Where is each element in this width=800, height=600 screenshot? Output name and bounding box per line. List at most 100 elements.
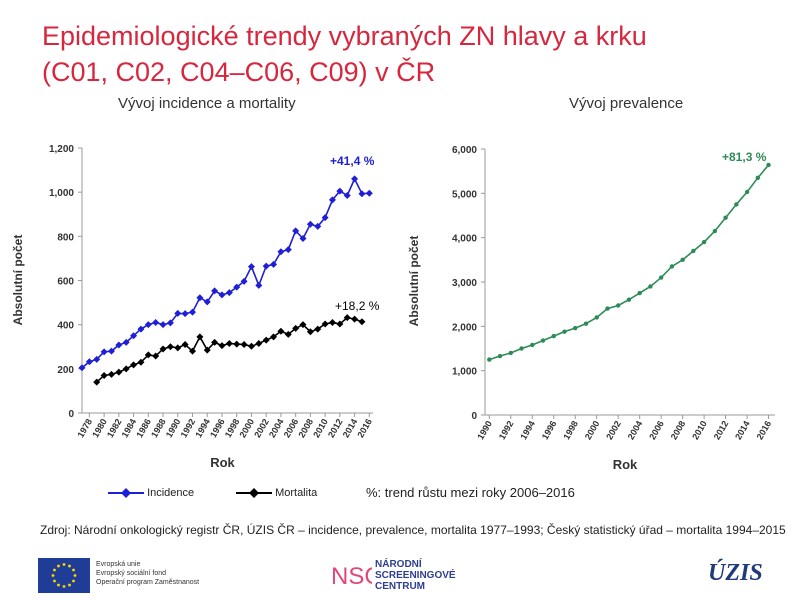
data-point (196, 333, 204, 341)
y-tick-label: 1,000 (452, 367, 477, 378)
data-point (152, 352, 160, 360)
data-point (137, 358, 145, 366)
y-tick-label: 200 (57, 365, 74, 376)
data-point (189, 347, 197, 355)
legend-incidence-swatch (108, 488, 144, 499)
data-point (174, 309, 182, 317)
data-point (669, 264, 675, 269)
data-point (233, 340, 241, 348)
data-point (306, 328, 314, 336)
series-annotation: +81,3 % (722, 150, 767, 164)
eu-star (53, 568, 56, 572)
data-point (292, 324, 300, 332)
y-tick-label: 6,000 (452, 145, 477, 156)
eu-line: Operační program Zaměstnanost (96, 579, 200, 586)
y-axis-label: Absolutní počet (407, 236, 421, 327)
data-point (240, 277, 248, 285)
legend-mortality-swatch (236, 488, 272, 499)
data-point (166, 343, 174, 351)
eu-text: Evropská unie Evropský sociální fond Ope… (96, 560, 199, 587)
data-point (540, 338, 546, 343)
data-point (122, 338, 130, 346)
data-point (691, 248, 696, 254)
data-point (122, 365, 130, 373)
data-point (78, 364, 86, 372)
data-point (211, 287, 219, 295)
data-point (358, 190, 366, 198)
data-point (755, 175, 761, 181)
x-tick-label: 2006 (647, 419, 666, 441)
data-point (358, 318, 366, 326)
data-point (100, 371, 108, 379)
y-axis-label: Absolutní počet (11, 235, 25, 326)
data-point (130, 332, 138, 340)
data-point (299, 321, 307, 329)
title-line-1: Epidemiologické trendy vybraných ZN hlav… (42, 21, 647, 51)
data-point (321, 214, 329, 222)
data-point (321, 320, 329, 328)
legend-mortality: Mortalita (236, 487, 317, 499)
data-point (615, 303, 621, 308)
x-tick-label: 1994 (518, 419, 537, 441)
chart-right-title: Vývoj prevalence (569, 95, 684, 112)
data-point (551, 333, 556, 339)
data-point (159, 321, 167, 329)
x-tick-label: 2016 (355, 417, 374, 439)
data-point (93, 378, 101, 386)
eu-star (53, 579, 56, 583)
data-point (562, 329, 567, 334)
data-point (137, 325, 145, 333)
y-tick-label: 1,000 (49, 188, 74, 199)
data-point (284, 246, 292, 254)
data-point (152, 318, 160, 326)
data-point (262, 336, 270, 344)
eu-line: Evropský sociální fond (96, 570, 167, 577)
data-point (314, 222, 322, 230)
data-point (211, 338, 219, 346)
y-tick-label: 400 (57, 321, 74, 332)
data-point (203, 346, 211, 354)
y-tick-label: 0 (471, 411, 477, 422)
data-point (189, 308, 197, 316)
data-point (233, 283, 241, 291)
data-point (487, 357, 492, 362)
data-point (196, 294, 204, 302)
data-point (314, 325, 322, 333)
source-text: Zdroj: Národní onkologický registr ČR, Ú… (40, 523, 786, 537)
y-tick-label: 800 (57, 232, 74, 243)
data-point (328, 318, 336, 326)
data-point (336, 187, 344, 195)
y-tick-label: 2,000 (452, 322, 477, 333)
eu-star (62, 585, 66, 588)
data-point (648, 284, 653, 289)
data-point (247, 342, 255, 350)
data-point (343, 191, 351, 199)
data-point (573, 325, 578, 331)
eu-star (72, 579, 75, 583)
data-point (744, 189, 750, 195)
x-tick-label: 2010 (690, 419, 709, 441)
x-tick-label: 1998 (561, 419, 580, 441)
nsc-line: SCREENINGOVÉ (375, 570, 456, 581)
eu-star (73, 574, 77, 577)
data-point (277, 327, 285, 335)
data-point (734, 202, 739, 207)
data-point (225, 339, 233, 347)
data-point (225, 289, 233, 297)
data-point (115, 341, 123, 349)
x-tick-label: 2016 (755, 419, 774, 441)
title-line-2: (C01, C02, C04–C06, C09) v ČR (42, 57, 436, 87)
data-point (262, 262, 270, 270)
x-tick-label: 1992 (497, 419, 516, 441)
data-point (680, 257, 685, 263)
nsc-text: NÁRODNÍ SCREENINGOVÉ CENTRUM (375, 559, 456, 592)
chart-left-title: Vývoj incidence a mortality (118, 95, 296, 112)
data-point (144, 351, 152, 359)
y-tick-label: 0 (68, 409, 74, 420)
eu-star (57, 564, 60, 568)
data-point (93, 355, 101, 363)
data-point (351, 175, 359, 183)
eu-flag-icon (38, 558, 90, 593)
data-point (130, 361, 138, 369)
data-point (658, 275, 664, 280)
